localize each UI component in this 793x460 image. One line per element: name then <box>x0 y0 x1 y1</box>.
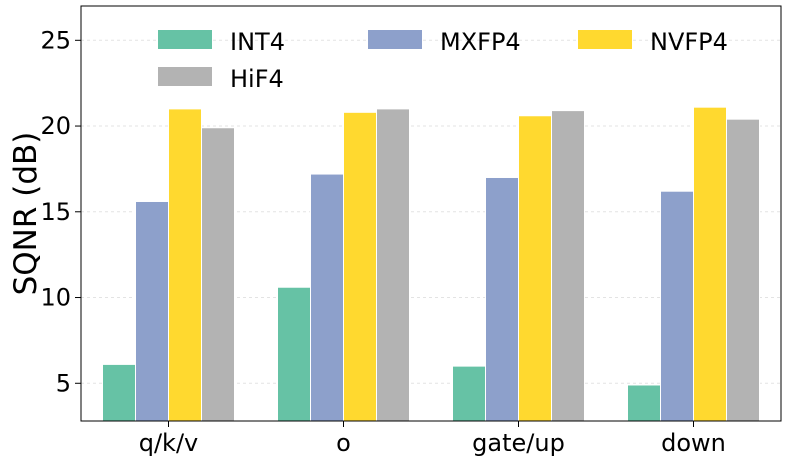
x-tick-label: down <box>661 429 726 457</box>
y-tick-label: 15 <box>40 198 71 226</box>
bar-mxfp4-o <box>310 173 344 422</box>
y-tick-label: 25 <box>40 26 71 54</box>
legend-label-hif4: HiF4 <box>230 65 284 93</box>
bar-hif4-o <box>376 108 410 422</box>
x-tick-label: o <box>336 429 351 457</box>
bar-nvfp4-down <box>693 106 727 422</box>
bars <box>102 106 760 422</box>
bar-mxfp4-q-k-v <box>135 200 169 422</box>
legend-label-nvfp4: NVFP4 <box>650 28 728 56</box>
bar-nvfp4-q-k-v <box>168 108 202 422</box>
bar-nvfp4-o <box>343 111 377 422</box>
legend-label-mxfp4: MXFP4 <box>440 28 521 56</box>
y-tick-label: 5 <box>56 369 71 397</box>
y-tick-label: 20 <box>40 112 71 140</box>
y-tick-label: 10 <box>40 284 71 312</box>
legend-swatch-int4 <box>158 30 212 49</box>
x-axis-ticks: q/k/v o gate/up down <box>139 421 726 457</box>
legend-swatch-hif4 <box>158 67 212 86</box>
bar-int4-gate-up <box>452 365 486 422</box>
y-axis-ticks: 5 10 15 20 25 <box>40 26 81 397</box>
bar-hif4-gate-up <box>551 110 585 422</box>
plot-frame <box>80 5 782 422</box>
legend-label-int4: INT4 <box>230 28 285 56</box>
legend-swatch-nvfp4 <box>578 30 632 49</box>
bar-int4-down <box>627 384 661 422</box>
bar-hif4-q-k-v <box>201 127 235 422</box>
y-axis-title: SQNR (dB) <box>8 132 44 296</box>
bar-nvfp4-gate-up <box>518 115 552 422</box>
bar-int4-o <box>277 286 311 422</box>
legend: INT4 MXFP4 NVFP4 HiF4 <box>158 28 728 93</box>
legend-swatch-mxfp4 <box>368 30 422 49</box>
bar-int4-q-k-v <box>102 363 136 422</box>
x-tick-label: q/k/v <box>139 429 199 457</box>
bar-hif4-down <box>726 118 760 422</box>
bar-mxfp4-down <box>660 190 694 422</box>
x-tick-label: gate/up <box>472 429 565 457</box>
bar-mxfp4-gate-up <box>485 176 519 422</box>
